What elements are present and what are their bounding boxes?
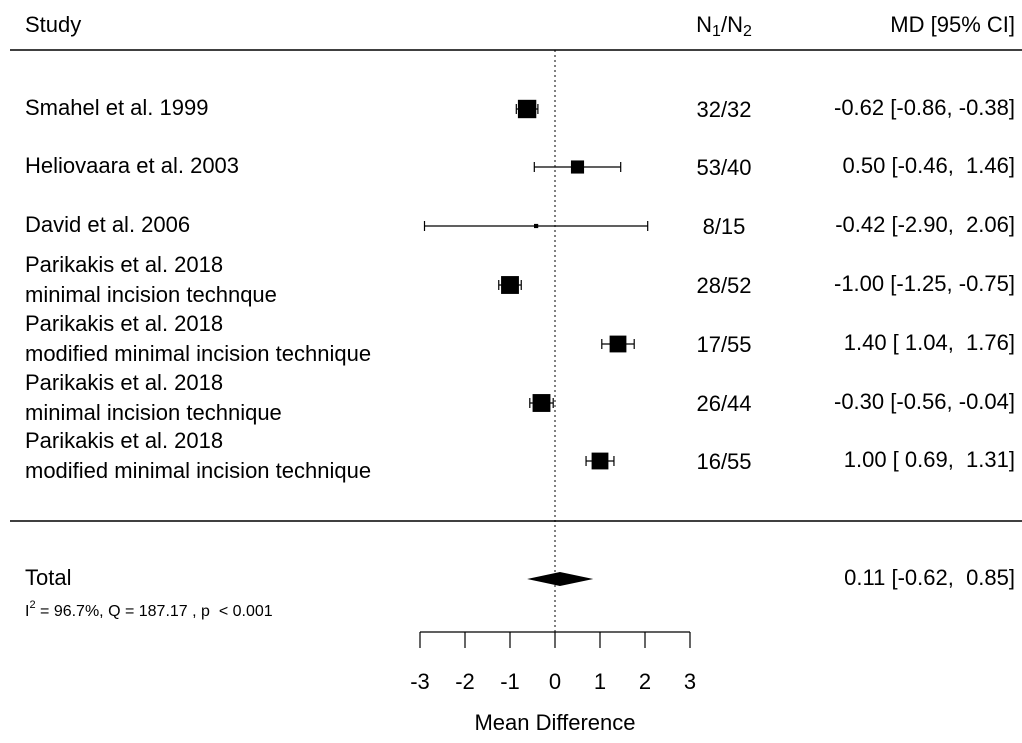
n-label: 17/55 bbox=[696, 332, 751, 357]
ci-label: 1.00 [ 0.69, 1.31] bbox=[844, 447, 1015, 472]
x-tick-label: -2 bbox=[455, 669, 475, 694]
header-n: N1/N2 bbox=[696, 12, 752, 40]
ci-label: -1.00 [-1.25, -0.75] bbox=[834, 271, 1015, 296]
n-label: 8/15 bbox=[703, 214, 746, 239]
n-label: 26/44 bbox=[696, 391, 751, 416]
header-n-part: N bbox=[696, 12, 712, 37]
n-label: 28/52 bbox=[696, 273, 751, 298]
total-ci-label: 0.11 [-0.62, 0.85] bbox=[844, 565, 1015, 590]
x-tick-label: 3 bbox=[684, 669, 696, 694]
study-label: Parikakis et al. 2018 bbox=[25, 428, 223, 453]
total-diamond bbox=[527, 572, 594, 586]
x-tick-label: -3 bbox=[410, 669, 430, 694]
x-tick-label: 1 bbox=[594, 669, 606, 694]
effect-square bbox=[570, 160, 585, 174]
heterogeneity-part: 2 bbox=[29, 599, 35, 611]
effect-square bbox=[501, 276, 519, 294]
effect-square bbox=[591, 452, 609, 470]
heterogeneity-part: I bbox=[25, 603, 29, 620]
header-ci: MD [95% CI] bbox=[890, 12, 1015, 37]
study-label: Parikakis et al. 2018 bbox=[25, 311, 223, 336]
study-label: minimal incision technque bbox=[25, 282, 277, 307]
n-label: 16/55 bbox=[696, 449, 751, 474]
header-n-part: 2 bbox=[743, 23, 752, 40]
effect-square bbox=[532, 394, 551, 412]
x-tick-label: -1 bbox=[500, 669, 520, 694]
total-label: Total bbox=[25, 565, 71, 590]
n-label: 53/40 bbox=[696, 155, 751, 180]
ci-label: -0.62 [-0.86, -0.38] bbox=[834, 95, 1015, 120]
x-tick-label: 2 bbox=[639, 669, 651, 694]
header-n-part: / bbox=[721, 12, 728, 37]
study-label: Parikakis et al. 2018 bbox=[25, 252, 223, 277]
ci-label: -0.42 [-2.90, 2.06] bbox=[835, 212, 1015, 237]
effect-square bbox=[534, 223, 539, 229]
ci-label: -0.30 [-0.56, -0.04] bbox=[834, 389, 1015, 414]
study-label: Smahel et al. 1999 bbox=[25, 95, 208, 120]
effect-square bbox=[517, 99, 537, 119]
study-label: David et al. 2006 bbox=[25, 212, 190, 237]
effect-square bbox=[609, 335, 627, 353]
study-label: Heliovaara et al. 2003 bbox=[25, 153, 239, 178]
header-study: Study bbox=[25, 12, 81, 37]
study-label: minimal incision technique bbox=[25, 400, 282, 425]
x-axis-label: Mean Difference bbox=[474, 710, 635, 735]
n-label: 32/32 bbox=[696, 97, 751, 122]
study-label: modified minimal incision technique bbox=[25, 458, 371, 483]
ci-label: 1.40 [ 1.04, 1.76] bbox=[844, 330, 1015, 355]
study-label: modified minimal incision technique bbox=[25, 341, 371, 366]
heterogeneity-part: = 96.7%, Q = 187.17 , p < 0.001 bbox=[36, 603, 273, 620]
heterogeneity: I2 = 96.7%, Q = 187.17 , p < 0.001 bbox=[25, 599, 273, 620]
x-tick-label: 0 bbox=[549, 669, 561, 694]
header-n-part: N bbox=[727, 12, 743, 37]
ci-label: 0.50 [-0.46, 1.46] bbox=[843, 153, 1015, 178]
header-n-part: 1 bbox=[712, 23, 721, 40]
study-label: Parikakis et al. 2018 bbox=[25, 370, 223, 395]
